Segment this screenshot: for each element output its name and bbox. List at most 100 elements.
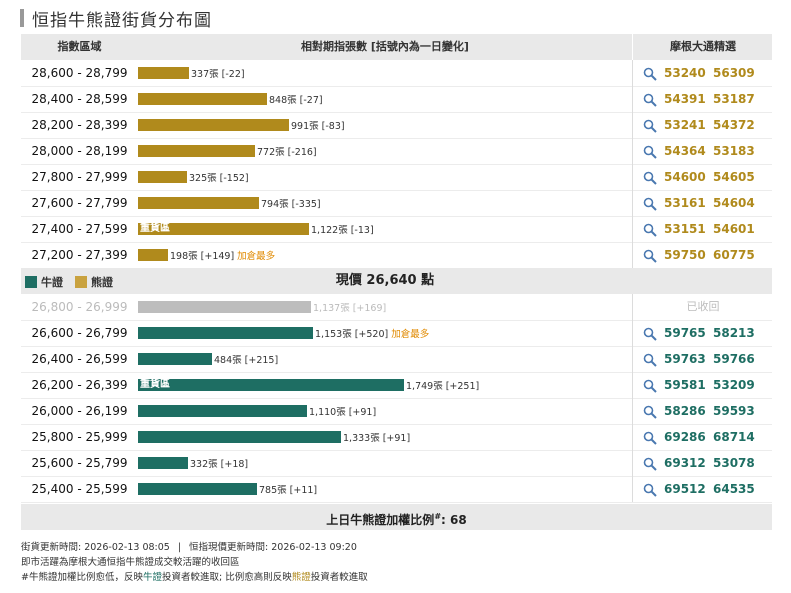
bull-bar[interactable] [138,327,313,339]
search-icon[interactable] [643,352,657,367]
note-line-3-bull: 牛證 [142,572,162,583]
search-icon[interactable] [643,248,657,263]
bar-value-text: 337張 [-22] [191,69,245,80]
warrant-code-link[interactable]: 59763 [664,352,706,366]
bull-bar[interactable] [138,301,311,313]
bar-value-text: 332張 [+18] [190,459,249,470]
warrant-code-link[interactable]: 53240 [664,66,706,80]
warrant-code-link[interactable]: 53241 [664,118,706,132]
bar-value-label: 772張 [-216] [257,144,317,158]
title-accent [20,9,24,27]
warrant-code-link[interactable]: 53183 [713,144,755,158]
bear-row: 27,600 - 27,799 794張 [-335] 53161 54604 [21,190,772,217]
warrant-code-link[interactable]: 59750 [664,248,706,262]
warrant-code-link[interactable]: 68714 [713,430,755,444]
selection-cell: 54391 53187 [632,86,773,112]
range-label: 27,200 - 27,399 [31,248,128,262]
bull-row: 26,000 - 26,199 1,110張 [+91] 58286 59593 [21,398,772,425]
range-label: 27,800 - 27,999 [31,170,128,184]
bear-bar[interactable] [138,93,267,105]
selection-cell: 58286 59593 [632,398,773,424]
bull-row: 26,200 - 26,399 重貨區 1,749張 [+251] 59581 5320… [21,372,772,399]
warrant-code-link[interactable]: 59765 [664,326,706,340]
most-added-note: 加倉最多 [391,329,430,340]
bear-bar[interactable] [138,197,259,209]
warrant-code-link[interactable]: 54600 [664,170,706,184]
search-icon[interactable] [643,170,657,185]
search-icon[interactable] [643,430,657,445]
bear-bar[interactable] [138,119,289,131]
warrant-code-link[interactable]: 58213 [713,326,755,340]
selection-cell: 53151 54601 [632,216,773,242]
header-bars: 相對期指張數 [括號內為一日變化] [301,40,469,53]
bull-bar[interactable] [138,405,307,417]
bull-bar[interactable] [138,483,257,495]
search-icon[interactable] [643,66,657,81]
bar-value-label: 337張 [-22] [191,66,245,80]
search-icon[interactable] [643,456,657,471]
street-update-time: 街貨更新時間: 2026-02-13 08:05 [21,542,170,553]
warrant-code-link[interactable]: 54364 [664,144,706,158]
bar-value-text: 772張 [-216] [257,147,317,158]
selection-cell: 53240 56309 [632,60,773,86]
bull-bar[interactable] [138,457,188,469]
warrant-code-link[interactable]: 64535 [713,482,755,496]
bear-bar[interactable] [138,223,309,235]
search-icon[interactable] [643,222,657,237]
search-icon[interactable] [643,326,657,341]
search-icon[interactable] [643,404,657,419]
warrant-code-link[interactable]: 59766 [713,352,755,366]
legend-bull-label: 牛證 [41,276,63,289]
note-line-3-a: #牛熊證加權比例愈低，反映 [21,572,143,583]
warrant-code-link[interactable]: 54604 [713,196,755,210]
bar-value-label: 1,122張 [-13] [311,222,374,236]
warrant-code-link[interactable]: 60775 [713,248,755,262]
search-icon[interactable] [643,118,657,133]
page-title: 恒指牛熊證街貨分布圖 [32,10,212,31]
bear-bar[interactable] [138,171,187,183]
bar-value-text: 325張 [-152] [189,173,249,184]
search-icon[interactable] [643,196,657,211]
warrant-code-link[interactable]: 58286 [664,404,706,418]
ratio-sup: # [434,512,442,521]
search-icon[interactable] [643,92,657,107]
notes: 街貨更新時間: 2026-02-13 08:05 | 恒指現價更新時間: 2026-… [21,540,368,585]
warrant-code-link[interactable]: 54605 [713,170,755,184]
warrant-code-link[interactable]: 59581 [664,378,706,392]
bar-value-text: 1,122張 [-13] [311,225,374,236]
warrant-code-link[interactable]: 54601 [713,222,755,236]
bar-value-text: 1,749張 [+251] [406,381,480,392]
search-icon[interactable] [643,482,657,497]
selection-cell: 53161 54604 [632,190,773,216]
warrant-code-link[interactable]: 69512 [664,482,706,496]
warrant-code-link[interactable]: 53078 [713,456,755,470]
bull-row: 25,600 - 25,799 332張 [+18] 69312 53078 [21,450,772,477]
warrant-code-link[interactable]: 69286 [664,430,706,444]
warrant-code-link[interactable]: 54372 [713,118,755,132]
warrant-code-link[interactable]: 53187 [713,92,755,106]
update-times: 街貨更新時間: 2026-02-13 08:05 | 恒指現價更新時間: 2026-… [21,540,368,555]
bear-bar[interactable] [138,249,168,261]
warrant-code-link[interactable]: 69312 [664,456,706,470]
search-icon[interactable] [643,378,657,393]
bull-row: 26,800 - 26,999 1,137張 [+169] 已收回 [21,294,772,321]
bar-value-label: 1,110張 [+91] [309,404,376,418]
bear-row: 28,000 - 28,199 772張 [-216] 54364 53183 [21,138,772,165]
warrant-code-link[interactable]: 59593 [713,404,755,418]
bear-bar[interactable] [138,145,255,157]
bar-value-label: 991張 [-83] [291,118,345,132]
bear-bar[interactable] [138,67,189,79]
selection-cell: 59765 58213 [632,320,773,346]
bull-bar[interactable] [138,353,212,365]
warrant-code-link[interactable]: 53161 [664,196,706,210]
warrant-code-link[interactable]: 53151 [664,222,706,236]
bear-row: 27,400 - 27,599 重貨區 1,122張 [-13] 53151 54601 [21,216,772,243]
bull-bar[interactable] [138,431,341,443]
warrant-code-link[interactable]: 56309 [713,66,755,80]
bar-value-label: 484張 [+215] [214,352,278,366]
warrant-code-link[interactable]: 54391 [664,92,706,106]
bull-bar[interactable] [138,379,404,391]
selection-cell: 已收回 [632,294,773,320]
warrant-code-link[interactable]: 53209 [713,378,755,392]
search-icon[interactable] [643,144,657,159]
